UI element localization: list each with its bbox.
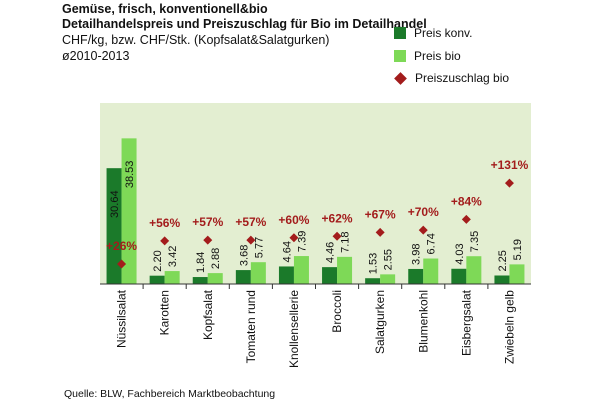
preiszuschlag-marker <box>504 178 514 188</box>
value-label-bio: 38.53 <box>124 161 136 189</box>
category-label: Knollensellerie <box>287 290 301 368</box>
bar-preis-konv <box>106 168 122 284</box>
chart-title-line-1: Gemüse, frisch, konventionell&bio <box>62 2 268 16</box>
category-label: Nüssilsalat <box>115 289 129 348</box>
category-label: Broccoli <box>330 290 344 333</box>
category-label: Eisbergsalat <box>459 289 473 356</box>
preiszuschlag-marker <box>375 227 385 237</box>
chart-period: ø2010-2013 <box>62 49 130 63</box>
chart-subtitle: CHF/kg, bzw. CHF/Stk. (Kopfsalat&Salatgu… <box>62 33 330 47</box>
preiszuschlag-marker <box>332 231 342 241</box>
bar-preis-konv <box>365 278 381 284</box>
value-label-konv: 1.84 <box>195 252 207 273</box>
value-label-bio: 5.19 <box>512 239 524 260</box>
preiszuschlag-marker <box>461 214 471 224</box>
bar-preis-bio <box>293 256 309 284</box>
chart-title-line-2: Detailhandelspreis und Preiszuschlag für… <box>62 17 427 31</box>
legend-item-preis-bio: Preis bio <box>394 49 461 63</box>
bar-preis-konv <box>192 277 208 284</box>
bar-preis-bio <box>207 273 223 284</box>
value-label-konv: 1.53 <box>368 253 380 274</box>
legend-item-preiszuschlag: Preiszuschlag bio <box>394 71 509 85</box>
bar-preis-bio <box>164 271 180 284</box>
category-label: Zwiebeln gelb <box>502 290 516 364</box>
value-label-bio: 7.35 <box>469 231 481 252</box>
value-label-bio: 7.39 <box>296 231 308 252</box>
bar-preis-konv <box>235 270 251 284</box>
value-label-konv: 4.03 <box>454 243 466 264</box>
preiszuschlag-marker <box>289 233 299 243</box>
value-label-bio: 7.18 <box>340 231 352 252</box>
value-label-konv: 4.64 <box>281 241 293 262</box>
category-label: Kopfsalat <box>201 289 215 340</box>
bar-preis-bio <box>509 264 525 284</box>
legend-label-konv: Preis konv. <box>414 26 473 40</box>
preiszuschlag-label: +70% <box>408 205 439 219</box>
category-label: Karotten <box>158 290 172 335</box>
legend-swatch-konv <box>394 27 406 39</box>
bar-preis-konv <box>278 266 294 284</box>
value-label-konv: 30.64 <box>109 190 121 218</box>
value-label-bio: 3.42 <box>167 246 179 267</box>
preiszuschlag-marker <box>203 235 213 245</box>
preiszuschlag-label: +84% <box>451 194 482 208</box>
preiszuschlag-label: +60% <box>278 213 309 227</box>
preiszuschlag-label: +57% <box>235 215 266 229</box>
preiszuschlag-label: +67% <box>365 207 396 221</box>
preiszuschlag-label: +131% <box>491 158 529 172</box>
plot-area <box>100 103 531 284</box>
legend-item-preis-konv: Preis konv. <box>394 26 472 40</box>
bar-preis-bio <box>423 258 439 284</box>
bar-preis-bio <box>380 274 396 284</box>
bar-preis-bio <box>466 256 482 284</box>
value-label-konv: 3.68 <box>238 245 250 266</box>
bar-preis-bio <box>250 262 266 284</box>
bar-preis-bio <box>121 138 137 284</box>
preiszuschlag-marker <box>160 236 170 246</box>
value-label-konv: 4.46 <box>325 242 337 263</box>
legend-label-preiszuschlag: Preiszuschlag bio <box>415 71 510 85</box>
bar-preis-konv <box>408 268 424 284</box>
preiszuschlag-label: +56% <box>149 216 180 230</box>
value-label-konv: 3.98 <box>411 244 423 265</box>
value-label-bio: 2.88 <box>210 248 222 269</box>
value-label-bio: 2.55 <box>383 249 395 270</box>
value-label-konv: 2.20 <box>152 250 164 271</box>
bar-preis-konv <box>322 267 338 284</box>
category-label: Tomaten rund <box>244 290 258 363</box>
preiszuschlag-label: +57% <box>192 215 223 229</box>
legend-swatch-bio <box>394 50 406 62</box>
value-label-bio: 5.77 <box>253 237 265 258</box>
bar-preis-bio <box>337 256 353 284</box>
source-note: Quelle: BLW, Fachbereich Marktbeobachtun… <box>64 388 276 400</box>
preiszuschlag-marker <box>418 225 428 235</box>
bar-preis-konv <box>494 275 510 284</box>
category-label: Blumenkohl <box>416 290 430 353</box>
preiszuschlag-label: +62% <box>322 211 353 225</box>
value-label-konv: 2.25 <box>497 250 509 271</box>
preiszuschlag-marker <box>246 235 256 245</box>
category-label: Salatgurken <box>373 290 387 354</box>
bar-preis-konv <box>149 275 165 284</box>
preiszuschlag-label: +26% <box>106 239 137 253</box>
preiszuschlag-marker <box>117 259 127 269</box>
value-label-bio: 6.74 <box>426 233 438 254</box>
bar-preis-konv <box>451 268 467 284</box>
legend-label-bio: Preis bio <box>414 49 461 63</box>
